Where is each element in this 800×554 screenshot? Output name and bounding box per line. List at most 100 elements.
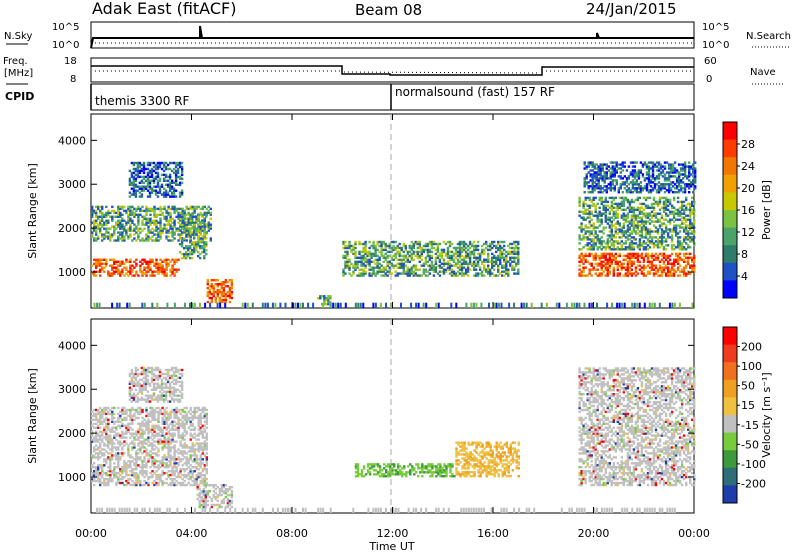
power-cell — [146, 189, 150, 192]
power-cell — [230, 296, 234, 300]
velocity-cell — [147, 483, 150, 487]
power-cell — [505, 254, 508, 258]
power-cell — [652, 274, 656, 277]
power-cell — [632, 252, 636, 256]
power-cell — [151, 209, 154, 213]
power-cell — [694, 187, 697, 190]
power-noise-cell — [209, 302, 212, 308]
power-cell — [189, 221, 192, 224]
velocity-cell — [97, 408, 100, 412]
power-cell — [356, 266, 359, 269]
power-cell — [342, 270, 345, 273]
power-cell — [155, 264, 158, 267]
power-cell — [586, 242, 589, 245]
power-cell — [171, 272, 174, 275]
power-cell — [171, 221, 174, 224]
power-cell — [155, 229, 158, 232]
velocity-cell — [121, 470, 124, 473]
power-cell — [117, 235, 120, 238]
power-cell — [199, 211, 202, 215]
power-cell — [129, 225, 132, 228]
power-cell — [153, 209, 156, 213]
power-cell — [159, 221, 162, 224]
power-cell — [621, 177, 624, 180]
power-cell — [176, 175, 180, 179]
power-cell — [631, 173, 635, 176]
power-cell — [593, 175, 596, 178]
power-cell — [691, 256, 694, 259]
power-cell — [372, 260, 375, 263]
power-cell — [644, 220, 648, 223]
velocity-cell — [115, 466, 118, 469]
velocity-cell — [133, 473, 136, 477]
velocity-cell — [103, 458, 106, 461]
power-cell — [167, 264, 170, 267]
velocity-cell — [151, 426, 154, 429]
power-cell — [685, 260, 688, 263]
power-cell — [600, 252, 603, 256]
velocity-cell — [117, 446, 120, 449]
power-cell — [151, 258, 154, 261]
power-cell — [670, 266, 674, 269]
power-cell — [499, 272, 502, 275]
power-cell — [654, 220, 658, 223]
power-cell — [354, 266, 357, 269]
power-cell — [630, 252, 634, 256]
power-cell — [440, 262, 444, 265]
power-cell — [206, 294, 209, 298]
power-noise-cell — [530, 302, 533, 308]
power-cell — [668, 218, 672, 221]
power-cell — [111, 225, 114, 228]
power-cell — [140, 195, 144, 198]
power-cell — [687, 246, 690, 249]
velocity-cell — [153, 410, 156, 414]
power-cell — [693, 260, 696, 263]
power-cell — [150, 179, 154, 182]
power-cell — [596, 202, 599, 206]
power-cell — [489, 260, 492, 263]
velocity-cell — [113, 472, 116, 475]
power-cell — [580, 270, 583, 273]
power-cell — [497, 256, 500, 259]
power-cell — [646, 214, 650, 217]
power-cell — [168, 195, 172, 198]
power-cell — [680, 208, 684, 211]
power-cell — [676, 240, 680, 243]
power-cell — [586, 254, 589, 258]
power-cell — [153, 215, 156, 218]
power-cell — [637, 169, 641, 172]
power-cell — [133, 233, 136, 236]
power-cell — [624, 196, 628, 200]
power-cell — [168, 173, 172, 177]
power-cell — [517, 258, 520, 261]
power-cell — [597, 185, 600, 188]
power-cell — [430, 254, 434, 258]
power-cell — [606, 208, 609, 211]
power-cell — [613, 189, 616, 192]
power-cell — [147, 237, 150, 240]
power-cell — [656, 202, 660, 206]
power-cell — [651, 161, 655, 164]
power-cell — [649, 179, 653, 182]
power-cell — [358, 274, 361, 277]
power-cell — [187, 254, 190, 258]
velocity-cell — [119, 424, 122, 427]
power-cell — [691, 210, 694, 213]
power-cell — [652, 264, 656, 267]
velocity-cell — [103, 442, 106, 445]
velocity-cell — [127, 448, 130, 451]
power-cell — [483, 252, 486, 256]
power-cell — [474, 262, 478, 265]
power-cell — [480, 274, 484, 277]
power-cell — [123, 262, 126, 265]
power-cell — [611, 161, 614, 164]
power-cell — [622, 266, 625, 269]
velocity-cell — [91, 456, 94, 459]
velocity-cell — [157, 475, 160, 479]
power-cell — [666, 198, 670, 202]
power-cell — [99, 264, 102, 267]
power-cell — [396, 252, 399, 256]
power-cell — [672, 274, 676, 277]
velocity-cell — [163, 408, 166, 412]
power-cell — [590, 240, 593, 243]
